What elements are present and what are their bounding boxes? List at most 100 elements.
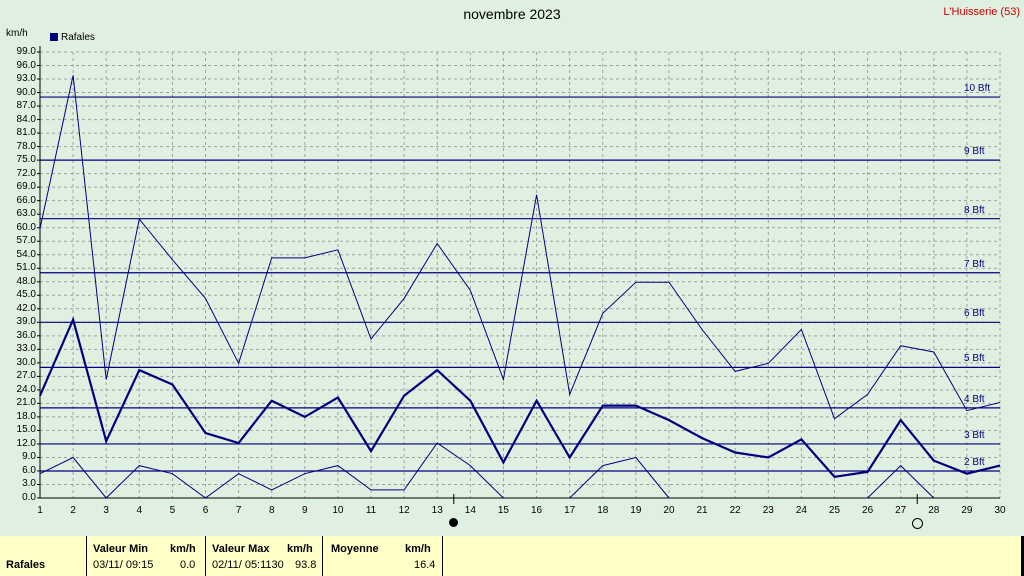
y-tick-label: 48.0 bbox=[16, 275, 36, 287]
series-line-maximum bbox=[39, 75, 1001, 420]
x-tick-label: 9 bbox=[302, 505, 308, 516]
x-tick-label: 23 bbox=[762, 505, 774, 516]
beaufort-label: 8 Bft bbox=[964, 204, 985, 216]
x-tick-label: 3 bbox=[103, 505, 109, 516]
y-tick-label: 36.0 bbox=[16, 329, 36, 341]
y-tick-label: 75.0 bbox=[16, 154, 36, 166]
y-tick-label: 24.0 bbox=[16, 383, 36, 395]
x-tick-label: 21 bbox=[696, 505, 708, 516]
stats-series-label: Rafales bbox=[6, 559, 46, 571]
y-tick-label: 3.0 bbox=[22, 478, 36, 490]
x-tick-label: 30 bbox=[994, 505, 1006, 516]
max-unit: km/h bbox=[287, 543, 313, 555]
x-tick-label: 7 bbox=[235, 505, 242, 516]
x-tick-label: 20 bbox=[663, 505, 675, 516]
y-tick-label: 42.0 bbox=[16, 302, 36, 314]
y-tick-label: 63.0 bbox=[16, 208, 36, 220]
y-tick-label: 57.0 bbox=[16, 235, 36, 247]
x-tick-label: 4 bbox=[136, 505, 143, 516]
x-tick-label: 13 bbox=[431, 505, 443, 516]
x-tick-label: 17 bbox=[564, 505, 576, 516]
min-unit: km/h bbox=[170, 543, 196, 555]
x-tick-label: 11 bbox=[365, 505, 377, 516]
series-line-minimum bbox=[39, 442, 504, 499]
x-tick-label: 16 bbox=[530, 505, 543, 516]
y-tick-label: 9.0 bbox=[22, 451, 36, 463]
max-date: 02/11/ 05:1130 bbox=[212, 559, 284, 571]
beaufort-label: 2 Bft bbox=[964, 456, 985, 468]
series-line-minimum bbox=[569, 456, 670, 499]
gust-chart bbox=[37, 46, 1001, 504]
new-moon-icon bbox=[449, 518, 459, 527]
x-tick-label: 18 bbox=[597, 505, 609, 516]
x-tick-label: 2 bbox=[70, 505, 76, 516]
y-tick-label: 78.0 bbox=[16, 140, 36, 152]
divider bbox=[322, 536, 323, 576]
y-tick-label: 45.0 bbox=[16, 289, 36, 301]
x-tick-label: 8 bbox=[268, 505, 275, 516]
legend-label: Rafales bbox=[61, 32, 95, 43]
beaufort-label: 10 Bft bbox=[964, 83, 991, 95]
series-line-minimum bbox=[867, 464, 935, 499]
y-axis-unit: km/h bbox=[6, 28, 28, 39]
y-tick-label: 69.0 bbox=[16, 181, 36, 193]
x-tick-label: 5 bbox=[169, 505, 176, 516]
y-tick-label: 12.0 bbox=[16, 437, 36, 449]
x-tick-label: 26 bbox=[862, 505, 874, 516]
stats-panel: Rafales Valeur Min km/h 03/11/ 09:15 0.0… bbox=[0, 536, 1024, 576]
beaufort-label: 9 Bft bbox=[964, 146, 985, 158]
avg-unit: km/h bbox=[405, 543, 431, 555]
y-tick-label: 99.0 bbox=[16, 46, 36, 57]
x-tick-label: 12 bbox=[398, 505, 410, 516]
min-header: Valeur Min bbox=[93, 543, 149, 555]
y-tick-label: 21.0 bbox=[16, 397, 36, 409]
panel-edge bbox=[1021, 536, 1024, 576]
x-tick-label: 10 bbox=[332, 505, 344, 516]
legend: Rafales bbox=[50, 32, 95, 43]
max-header: Valeur Max bbox=[212, 543, 270, 555]
y-tick-label: 54.0 bbox=[16, 248, 36, 260]
y-tick-label: 60.0 bbox=[16, 221, 36, 233]
beaufort-label: 4 Bft bbox=[964, 393, 985, 405]
y-tick-label: 0.0 bbox=[22, 492, 36, 503]
x-tick-label: 27 bbox=[895, 505, 907, 516]
divider bbox=[86, 536, 87, 576]
y-tick-label: 96.0 bbox=[16, 59, 36, 71]
avg-header: Moyenne bbox=[331, 543, 379, 555]
min-date: 03/11/ 09:15 bbox=[93, 559, 154, 571]
x-tick-label: 1 bbox=[37, 505, 43, 516]
x-tick-label: 6 bbox=[202, 505, 209, 516]
beaufort-label: 7 Bft bbox=[964, 258, 985, 270]
beaufort-label: 3 Bft bbox=[964, 429, 985, 441]
y-tick-label: 33.0 bbox=[16, 343, 36, 355]
x-tick-label: 24 bbox=[795, 505, 807, 516]
y-tick-label: 15.0 bbox=[16, 424, 36, 436]
y-tick-label: 39.0 bbox=[16, 316, 36, 328]
y-tick-label: 93.0 bbox=[16, 73, 36, 85]
avg-value: 16.4 bbox=[414, 559, 436, 571]
x-tick-label: 19 bbox=[630, 505, 642, 516]
y-tick-label: 66.0 bbox=[16, 194, 36, 206]
x-tick-label: 29 bbox=[961, 505, 973, 516]
full-moon-icon bbox=[911, 518, 923, 529]
divider bbox=[205, 536, 206, 576]
chart-title: novembre 2023 bbox=[463, 6, 561, 22]
y-tick-label: 51.0 bbox=[16, 262, 36, 274]
divider bbox=[442, 536, 443, 576]
station-name: L'Huisserie (53) bbox=[943, 6, 1020, 18]
y-tick-label: 87.0 bbox=[16, 100, 36, 112]
y-tick-label: 27.0 bbox=[16, 370, 36, 382]
y-tick-label: 18.0 bbox=[16, 410, 36, 422]
beaufort-label: 5 Bft bbox=[964, 353, 985, 365]
y-tick-label: 6.0 bbox=[22, 464, 36, 476]
y-tick-label: 90.0 bbox=[16, 86, 36, 98]
y-tick-label: 30.0 bbox=[16, 356, 36, 368]
min-value: 0.0 bbox=[180, 559, 196, 571]
x-tick-label: 15 bbox=[497, 505, 509, 516]
x-tick-label: 28 bbox=[928, 505, 940, 516]
beaufort-label: 6 Bft bbox=[964, 308, 985, 320]
y-tick-label: 81.0 bbox=[16, 127, 36, 139]
x-tick-label: 14 bbox=[464, 505, 476, 516]
y-tick-label: 84.0 bbox=[16, 113, 36, 125]
legend-swatch bbox=[50, 33, 58, 41]
